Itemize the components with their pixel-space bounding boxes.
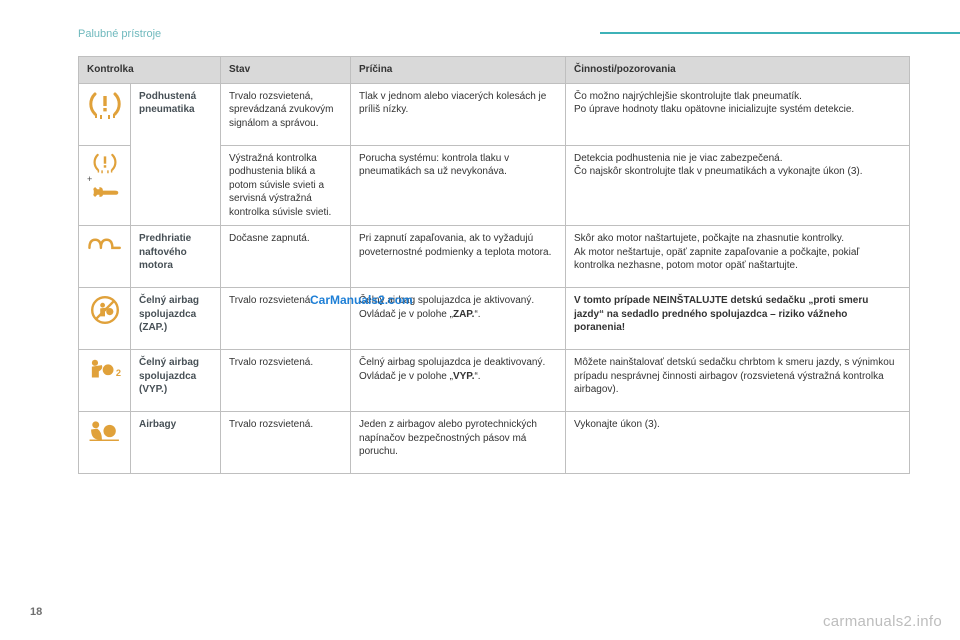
col-cinnosti: Činnosti/pozorovania [566,57,910,84]
section-title: Palubné prístroje [78,28,910,40]
icon-cell: + [79,145,131,226]
cell-pricina: Porucha systému: kontrola tlaku v pneuma… [351,145,566,226]
indicator-name: Podhustená pneumatika [131,83,221,226]
cell-cinnosti: V tomto prípade NEINŠTALUJTE detskú seda… [566,288,910,350]
cell-pricina: Tlak v jednom alebo viacerých kolesách j… [351,83,566,145]
icon-cell [79,288,131,350]
table-row: Podhustená pneumatika Trvalo rozsvietená… [79,83,910,145]
page-number: 18 [30,606,42,618]
cell-stav: Trvalo rozsvietená. [221,350,351,412]
cell-pricina: Pri zapnutí zapaľovania, ak to vyžadujú … [351,226,566,288]
col-kontrolka: Kontrolka [79,57,221,84]
pricina-bold: VYP. [453,371,475,382]
pricina-bold: ZAP. [453,309,475,320]
cell-pricina: Čelný airbag spolujazdca je deaktivovaný… [351,350,566,412]
glowplug-icon [87,232,123,254]
cell-cinnosti: Skôr ako motor naštartujete, počkajte na… [566,226,910,288]
accent-bar [600,32,960,34]
cell-stav: Dočasne zapnutá. [221,226,351,288]
table-row: Airbagy Trvalo rozsvietená. Jeden z airb… [79,412,910,474]
plus-icon: + [87,175,122,184]
indicator-name: Predhriatie naftového motora [131,226,221,288]
table-row: Čelný airbag spolujazdca (ZAP.) Trvalo r… [79,288,910,350]
passenger-airbag-on-icon: 2 [88,356,122,382]
cell-cinnosti: Vykonajte úkon (3). [566,412,910,474]
cell-stav: Trvalo rozsvietená. [221,288,351,350]
wrench-icon [91,185,119,199]
pricina-text: Čelný airbag spolujazdca je aktivovaný.O… [359,295,534,320]
svg-text:2: 2 [115,368,120,378]
col-pricina: Príčina [351,57,566,84]
icon-cell [79,83,131,145]
cell-stav: Trvalo rozsvietená. [221,412,351,474]
cell-cinnosti: Môžete nainštalovať detskú sedačku chrbt… [566,350,910,412]
tire-pressure-icon [88,90,122,120]
col-stav: Stav [221,57,351,84]
cell-cinnosti: Detekcia podhustenia nie je viac zabezpe… [566,145,910,226]
airbag-icon [88,418,122,444]
passenger-airbag-off-icon [89,294,121,326]
indicator-name: Čelný airbag spolujazdca (VYP.) [131,350,221,412]
indicator-name: Airbagy [131,412,221,474]
pricina-text: “. [474,371,480,382]
cell-pricina: Čelný airbag spolujazdca je aktivovaný.O… [351,288,566,350]
cell-pricina: Jeden z airbagov alebo pyrotechnických n… [351,412,566,474]
icon-cell: 2 [79,350,131,412]
warning-lights-table: Kontrolka Stav Príčina Činnosti/pozorova… [78,56,910,474]
icon-cell [79,412,131,474]
icon-cell [79,226,131,288]
indicator-name: Čelný airbag spolujazdca (ZAP.) [131,288,221,350]
tire-pressure-icon [91,152,119,174]
cell-stav: Trvalo rozsvietená, sprevádzaná zvukovým… [221,83,351,145]
cell-stav: Výstražná kontrolka podhustenia bliká a … [221,145,351,226]
table-row: Predhriatie naftového motora Dočasne zap… [79,226,910,288]
cinnosti-bold: V tomto prípade NEINŠTALUJTE detskú seda… [574,295,868,333]
table-row: 2 Čelný airbag spolujazdca (VYP.) Trvalo… [79,350,910,412]
table-header-row: Kontrolka Stav Príčina Činnosti/pozorova… [79,57,910,84]
watermark-footer: carmanuals2.info [823,613,942,630]
cell-cinnosti: Čo možno najrýchlejšie skontrolujte tlak… [566,83,910,145]
pricina-text: “. [474,309,480,320]
